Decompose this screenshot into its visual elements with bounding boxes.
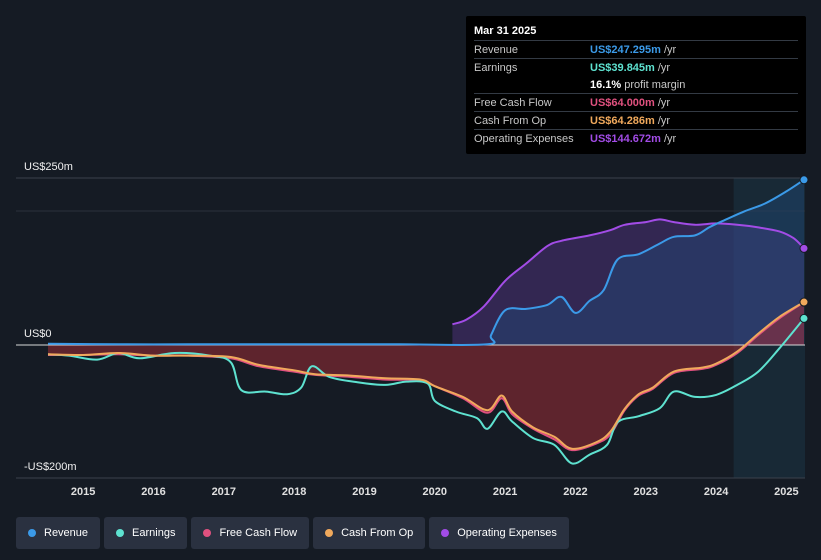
area-operating-expenses <box>452 219 804 345</box>
x-tick-label: 2016 <box>141 486 165 498</box>
tooltip-value: US$247.295m <box>590 43 661 56</box>
legend-label: Earnings <box>132 527 176 539</box>
x-tick-label: 2017 <box>212 486 236 498</box>
y-label-bottom: -US$200m <box>24 461 77 473</box>
legend-label: Revenue <box>44 527 89 539</box>
tooltip-row-earnings: Earnings US$39.845m /yr <box>474 58 798 76</box>
legend-dot-icon <box>203 529 212 537</box>
tooltip-row-profit-margin: 16.1% profit margin <box>474 76 798 93</box>
tooltip-unit: /yr <box>657 61 671 74</box>
tooltip-label: Free Cash Flow <box>474 96 552 109</box>
x-tick-label: 2025 <box>774 486 798 498</box>
tooltip-value: US$144.672m <box>590 132 661 145</box>
tooltip-unit: /yr <box>663 43 677 56</box>
tooltip-row-operating-expenses: Operating Expenses US$144.672m /yr <box>474 129 798 147</box>
series-lines <box>47 178 805 465</box>
tooltip-unit: /yr <box>663 132 677 145</box>
tooltip-value: US$39.845m <box>590 61 655 74</box>
legend-dot-icon <box>441 529 450 537</box>
legend-label: Free Cash Flow <box>219 527 298 539</box>
x-axis-ticks: 2015 2016 2017 2018 2019 2020 2021 2022 2023 2024… <box>71 486 799 498</box>
tooltip-date: Mar 31 2025 <box>474 25 537 37</box>
chart-legend: Revenue Earnings Free Cash Flow Cash Fro… <box>16 517 569 549</box>
tooltip-value: US$64.286m <box>590 114 655 127</box>
legend-dot-icon <box>325 529 334 537</box>
tooltip-value: 16.1% <box>590 78 622 91</box>
line-free-cash-flow <box>47 301 805 452</box>
tooltip-unit: /yr <box>657 96 671 109</box>
series-endpoints <box>799 175 809 323</box>
line-cash-from-op <box>47 301 805 450</box>
endpoint-cash-from-op <box>799 297 809 307</box>
y-label-top: US$250m <box>24 161 73 173</box>
series-areas <box>48 179 804 451</box>
line-operating-expenses <box>452 218 805 326</box>
x-tick-label: 2018 <box>282 486 306 498</box>
x-tick-label: 2023 <box>634 486 658 498</box>
tooltip-unit: profit margin <box>624 78 686 91</box>
legend-item-free-cash-flow[interactable]: Free Cash Flow <box>191 517 310 549</box>
tooltip-label: Operating Expenses <box>474 132 574 145</box>
endpoint-revenue <box>799 175 809 185</box>
legend-item-cash-from-op[interactable]: Cash From Op <box>313 517 426 549</box>
tooltip-label: Revenue <box>474 43 519 56</box>
legend-item-revenue[interactable]: Revenue <box>16 517 101 549</box>
endpoint-earnings <box>799 313 809 323</box>
endpoint-operating-expenses <box>799 243 809 253</box>
line-revenue <box>47 178 805 347</box>
tooltip-row-cash-from-op: Cash From Op US$64.286m /yr <box>474 111 798 129</box>
legend-item-earnings[interactable]: Earnings <box>104 517 188 549</box>
area-revenue <box>48 179 804 346</box>
legend-label: Operating Expenses <box>457 527 557 539</box>
tooltip-value: US$64.000m <box>590 96 655 109</box>
x-tick-label: 2019 <box>352 486 376 498</box>
x-tick-label: 2020 <box>423 486 447 498</box>
tooltip-label: Earnings <box>474 61 518 74</box>
legend-dot-icon <box>28 529 36 537</box>
tooltip-panel: Mar 31 2025 Revenue US$247.295m /yr Earn… <box>466 16 806 154</box>
tooltip-label: Cash From Op <box>474 114 547 127</box>
legend-dot-icon <box>116 529 125 537</box>
y-label-zero: US$0 <box>24 328 52 340</box>
area-free-cash-flow <box>48 302 804 451</box>
x-tick-label: 2021 <box>493 486 517 498</box>
x-tick-label: 2022 <box>563 486 587 498</box>
legend-item-operating-expenses[interactable]: Operating Expenses <box>429 517 569 549</box>
x-tick-label: 2015 <box>71 486 95 498</box>
tooltip-unit: /yr <box>657 114 671 127</box>
tooltip-row-free-cash-flow: Free Cash Flow US$64.000m /yr <box>474 93 798 111</box>
x-tick-label: 2024 <box>704 486 729 498</box>
tooltip-row-revenue: Revenue US$247.295m /yr <box>474 40 798 58</box>
legend-label: Cash From Op <box>341 527 414 539</box>
